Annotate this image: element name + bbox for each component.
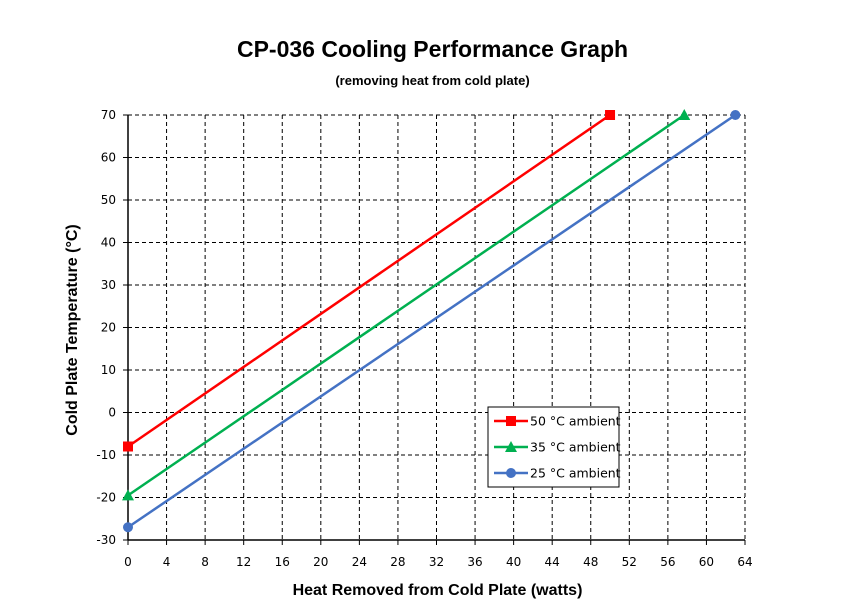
x-tick-label: 32 (429, 555, 444, 569)
x-tick-label: 60 (699, 555, 714, 569)
chart-subtitle: (removing heat from cold plate) (335, 73, 530, 88)
y-tick-label: 40 (101, 236, 116, 250)
x-tick-label: 28 (390, 555, 405, 569)
legend-marker-0 (506, 416, 516, 426)
legend-marker-2 (506, 468, 516, 478)
data-point-1 (122, 489, 134, 501)
legend-label-1: 35 °C ambient (530, 440, 621, 455)
x-tick-label: 12 (236, 555, 251, 569)
data-point-0 (123, 441, 133, 452)
series-line-1 (127, 113, 685, 497)
data-point-1 (678, 109, 691, 120)
series-line-0 (127, 113, 611, 448)
x-tick-label: 36 (467, 555, 482, 569)
y-tick-label: -20 (96, 491, 116, 505)
data-point-0 (605, 110, 616, 120)
y-tick-label: -30 (96, 533, 116, 547)
data-point-2 (730, 110, 741, 120)
x-tick-label: 0 (124, 555, 132, 569)
x-tick-label: 8 (201, 555, 209, 569)
x-tick-label: 44 (545, 555, 560, 569)
y-tick-label: 60 (101, 151, 116, 165)
legend-label-0: 50 °C ambient (530, 414, 621, 429)
series-line-2 (127, 113, 737, 529)
legend-marker-1 (505, 441, 517, 452)
y-tick-label: -10 (96, 448, 116, 462)
x-tick-label: 48 (583, 555, 598, 569)
x-tick-label: 20 (313, 555, 328, 569)
y-tick-label: 30 (101, 278, 116, 292)
y-tick-label: 0 (108, 406, 116, 420)
y-tick-label: 10 (101, 363, 116, 377)
x-tick-label: 52 (622, 555, 637, 569)
x-tick-label: 40 (506, 555, 521, 569)
chart-title: CP-036 Cooling Performance Graph (236, 36, 629, 62)
y-tick-label: 20 (101, 321, 116, 335)
y-tick-label: 50 (101, 193, 116, 207)
x-axis-label: Heat Removed from Cold Plate (watts) (292, 582, 583, 599)
x-tick-label: 64 (737, 555, 752, 569)
legend-label-2: 25 °C ambient (530, 466, 621, 481)
x-tick-label: 16 (275, 555, 290, 569)
data-point-2 (123, 522, 133, 533)
x-tick-label: 24 (352, 555, 367, 569)
x-tick-label: 56 (660, 555, 675, 569)
y-tick-label: 70 (101, 108, 116, 122)
x-tick-label: 4 (163, 555, 171, 569)
